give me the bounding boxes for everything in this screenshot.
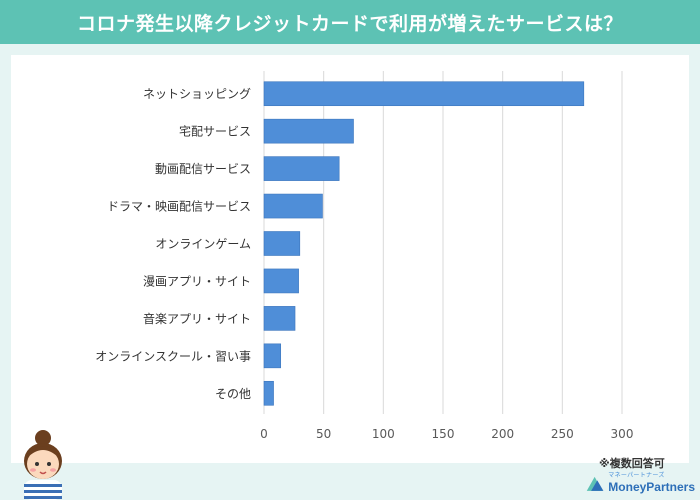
category-label: 漫画アプリ・サイト bbox=[143, 274, 251, 288]
bar bbox=[263, 118, 354, 144]
x-tick-label: 150 bbox=[432, 427, 455, 441]
bar bbox=[263, 306, 296, 331]
bar-chart: 0 50 100 150 200 250 300 ネットショッピング宅配サービス動画配信サービ… bbox=[95, 71, 634, 441]
category-label: ネットショッピング bbox=[143, 87, 251, 101]
x-tick-label: 300 bbox=[611, 427, 634, 441]
category-label: オンラインスクール・習い事 bbox=[95, 349, 251, 363]
bar bbox=[263, 156, 340, 181]
bar bbox=[263, 343, 282, 369]
category-label: 音楽アプリ・サイト bbox=[143, 311, 251, 326]
page-title: コロナ発生以降クレジットカードで利用が増えたサービスは？ bbox=[0, 0, 700, 44]
category-label: 動画配信サービス bbox=[155, 162, 251, 176]
bar bbox=[263, 380, 274, 406]
x-tick-label: 50 bbox=[316, 427, 331, 441]
bar bbox=[263, 193, 323, 219]
multiple-answer-note: ※複数回答可 bbox=[599, 457, 665, 470]
category-label: 宅配サービス bbox=[179, 124, 251, 139]
bar bbox=[263, 81, 585, 107]
x-tick-label: 100 bbox=[372, 427, 395, 441]
bar bbox=[263, 231, 301, 256]
logo-mark-icon bbox=[586, 476, 604, 491]
category-label: オンラインゲーム bbox=[155, 237, 251, 251]
x-tick-label: 250 bbox=[551, 427, 574, 441]
category-label: ドラマ・映画配信サービス bbox=[107, 200, 251, 214]
logo-tagline: マネーパートナーズ bbox=[608, 472, 665, 479]
girl-avatar-icon bbox=[24, 430, 62, 500]
x-tick-label: 200 bbox=[491, 427, 514, 441]
money-partners-logo: マネーパートナーズ MoneyPartners bbox=[585, 469, 695, 497]
logo-wordmark: MoneyPartners bbox=[608, 480, 695, 494]
chart-panel: 0 50 100 150 200 250 300 ネットショッピング宅配サービス動画配信サービ… bbox=[11, 55, 689, 470]
bar bbox=[263, 268, 299, 294]
category-label: その他 bbox=[215, 387, 251, 401]
x-tick-label: 0 bbox=[260, 427, 268, 441]
